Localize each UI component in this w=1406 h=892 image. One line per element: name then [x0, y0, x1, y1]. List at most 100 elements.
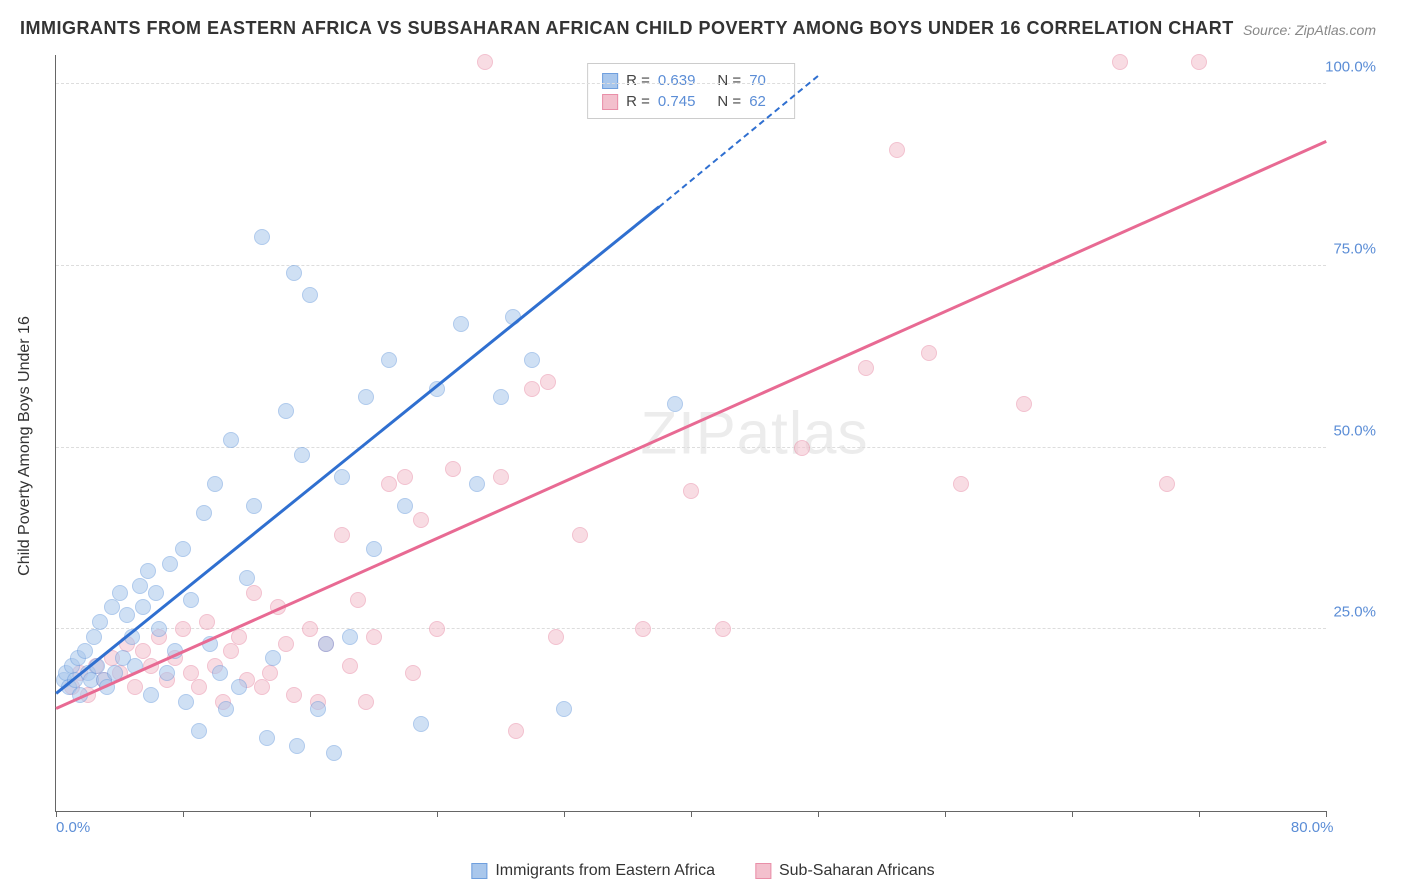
point-series-a — [334, 469, 350, 485]
y-tick-label: 100.0% — [1325, 59, 1376, 76]
n-label: N = — [717, 93, 741, 110]
point-series-a — [119, 607, 135, 623]
point-series-b — [334, 527, 350, 543]
point-series-a — [294, 447, 310, 463]
point-series-b — [278, 636, 294, 652]
point-series-a — [453, 316, 469, 332]
point-series-b — [127, 679, 143, 695]
plot-area: ZIPatlas R =0.639N =70R =0.745N =62 25.0… — [55, 55, 1326, 812]
point-series-b — [548, 629, 564, 645]
stats-legend-row: R = 0.745 N = 62 — [602, 91, 780, 112]
point-series-b — [524, 381, 540, 397]
r-label: R = — [626, 93, 650, 110]
point-series-b — [413, 512, 429, 528]
point-series-b — [350, 592, 366, 608]
point-series-b — [405, 665, 421, 681]
point-series-b — [1191, 54, 1207, 70]
y-axis-label: Child Poverty Among Boys Under 16 — [16, 316, 34, 576]
stats-legend-row: R = 0.639 N = 70 — [602, 70, 780, 91]
point-series-b — [342, 658, 358, 674]
y-tick-label: 75.0% — [1333, 240, 1376, 257]
point-series-a — [175, 541, 191, 557]
r-label: R = — [626, 72, 650, 89]
point-series-a — [218, 701, 234, 717]
stats-legend: R = 0.639 N = 70 R = 0.745 N = 62 — [587, 63, 795, 119]
point-series-a — [381, 352, 397, 368]
point-series-b — [921, 345, 937, 361]
point-series-a — [289, 738, 305, 754]
gridline-h — [56, 83, 1326, 84]
r-value: 0.639 — [658, 72, 696, 89]
point-series-a — [112, 585, 128, 601]
point-series-b — [572, 527, 588, 543]
point-series-b — [366, 629, 382, 645]
point-series-b — [1159, 476, 1175, 492]
point-series-a — [265, 650, 281, 666]
point-series-a — [524, 352, 540, 368]
point-series-b — [191, 679, 207, 695]
y-tick-label: 25.0% — [1333, 604, 1376, 621]
point-series-b — [1112, 54, 1128, 70]
point-series-b — [246, 585, 262, 601]
point-series-b — [715, 621, 731, 637]
y-tick-label: 50.0% — [1333, 422, 1376, 439]
n-label: N = — [717, 72, 741, 89]
point-series-a — [493, 389, 509, 405]
x-tick — [310, 811, 311, 817]
series-legend: Immigrants from Eastern Africa Sub-Sahara… — [471, 862, 934, 880]
point-series-a — [191, 723, 207, 739]
point-series-a — [239, 570, 255, 586]
point-series-b — [477, 54, 493, 70]
point-series-a — [104, 599, 120, 615]
chart-container: Child Poverty Among Boys Under 16 ZIPatl… — [55, 55, 1381, 837]
point-series-a — [254, 229, 270, 245]
x-tick — [1199, 811, 1200, 817]
gridline-h — [56, 265, 1326, 266]
point-series-b — [540, 374, 556, 390]
point-series-b — [1016, 396, 1032, 412]
point-series-a — [151, 621, 167, 637]
point-series-a — [278, 403, 294, 419]
x-tick — [437, 811, 438, 817]
x-tick — [1072, 811, 1073, 817]
point-series-b — [254, 679, 270, 695]
point-series-a — [326, 745, 342, 761]
x-tick-label: 0.0% — [56, 819, 90, 836]
r-value: 0.745 — [658, 93, 696, 110]
point-series-a — [286, 265, 302, 281]
point-series-b — [508, 723, 524, 739]
legend-item: Immigrants from Eastern Africa — [471, 862, 715, 880]
point-series-b — [493, 469, 509, 485]
point-series-a — [132, 578, 148, 594]
point-series-b — [858, 360, 874, 376]
legend-swatch — [471, 863, 487, 879]
legend-label: Immigrants from Eastern Africa — [495, 862, 715, 880]
point-series-a — [135, 599, 151, 615]
point-series-a — [212, 665, 228, 681]
x-tick-label: 80.0% — [1291, 819, 1334, 836]
n-value: 70 — [749, 72, 766, 89]
point-series-a — [148, 585, 164, 601]
point-series-a — [397, 498, 413, 514]
point-series-b — [302, 621, 318, 637]
point-series-a — [86, 629, 102, 645]
point-series-a — [318, 636, 334, 652]
x-tick — [818, 811, 819, 817]
x-tick — [564, 811, 565, 817]
gridline-h — [56, 447, 1326, 448]
point-series-a — [667, 396, 683, 412]
point-series-a — [366, 541, 382, 557]
source-label: Source: ZipAtlas.com — [1243, 22, 1376, 38]
point-series-a — [92, 614, 108, 630]
point-series-b — [262, 665, 278, 681]
chart-title: IMMIGRANTS FROM EASTERN AFRICA VS SUBSAH… — [20, 18, 1234, 39]
point-series-b — [794, 440, 810, 456]
legend-label: Sub-Saharan Africans — [779, 862, 935, 880]
point-series-a — [140, 563, 156, 579]
point-series-a — [259, 730, 275, 746]
n-value: 62 — [749, 93, 766, 110]
x-tick — [691, 811, 692, 817]
point-series-a — [469, 476, 485, 492]
point-series-a — [358, 389, 374, 405]
point-series-a — [77, 643, 93, 659]
